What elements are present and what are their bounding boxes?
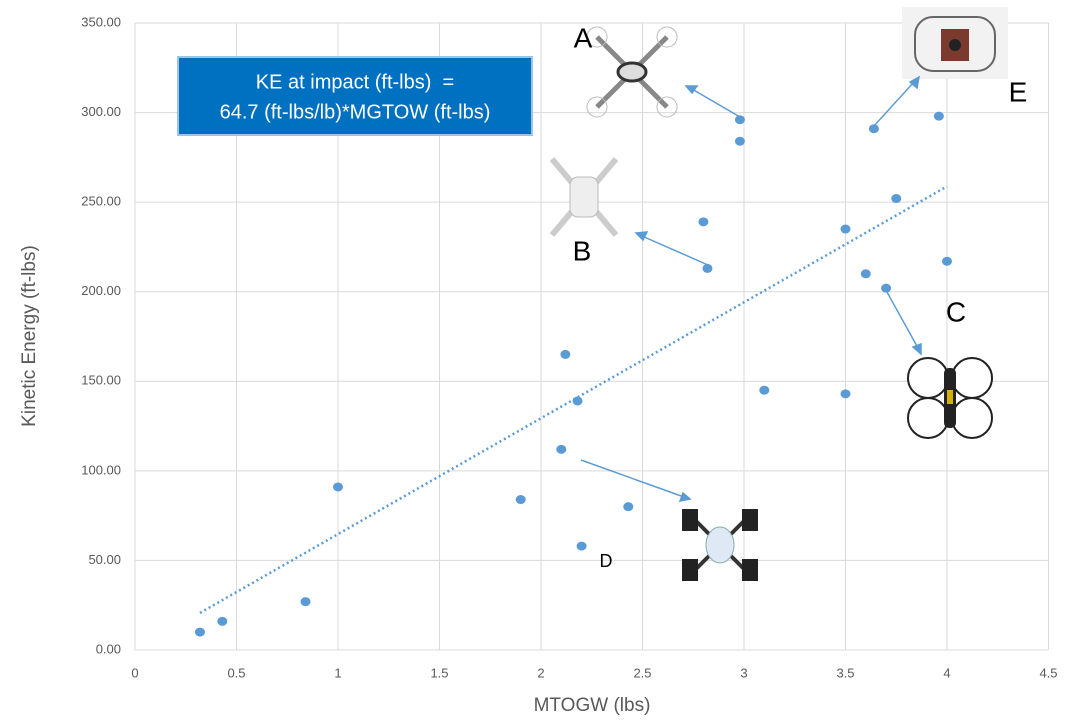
icon-d [682, 509, 758, 581]
equation-line: KE at impact (ft-lbs) = [256, 71, 454, 93]
y-tick-label: 100.00 [81, 462, 121, 477]
point [840, 224, 851, 234]
x-tick-label: 1.5 [430, 665, 448, 680]
icon-e [902, 7, 1008, 79]
equation-line: 64.7 (ft-lbs/lb)*MGTOW (ft-lbs) [220, 101, 491, 123]
y-axis-title: Kinetic Energy (ft-lbs) [19, 245, 40, 427]
point [623, 502, 634, 512]
point [576, 541, 587, 551]
y-tick-label: 150.00 [81, 373, 121, 388]
x-tick-label: 4.5 [1039, 665, 1057, 680]
point [942, 256, 952, 266]
point [759, 385, 770, 395]
point [840, 389, 851, 399]
point [194, 627, 205, 637]
x-tick-label: 3 [740, 665, 747, 680]
point [217, 616, 228, 626]
point [868, 124, 879, 134]
point [515, 495, 526, 505]
icon-a [586, 26, 678, 118]
point [734, 136, 745, 146]
annotation-label: E [1009, 76, 1028, 107]
x-tick-label: 1 [334, 665, 341, 680]
icon-c [907, 357, 993, 439]
x-tick-label: 2 [537, 665, 544, 680]
y-tick-label: 250.00 [81, 194, 121, 209]
point [933, 111, 944, 121]
x-tick-label: 0 [131, 665, 138, 680]
point [734, 115, 745, 125]
y-tick-label: 200.00 [81, 283, 121, 298]
x-tick-label: 4 [943, 665, 950, 680]
y-tick-label: 50.00 [88, 552, 121, 567]
equation-box [177, 56, 533, 136]
point [300, 597, 311, 607]
x-tick-label: 3.5 [836, 665, 854, 680]
point [556, 444, 567, 454]
point [698, 217, 709, 227]
point [572, 396, 583, 406]
annotation-label: C [946, 296, 966, 327]
arrows [580, 75, 922, 503]
y-tick-label: 0.00 [96, 641, 121, 656]
x-axis-title: MTOGW (lbs) [534, 695, 651, 716]
y-tick-label: 350.00 [81, 14, 121, 29]
x-tick-label: 2.5 [633, 665, 651, 680]
x-tick-label: 0.5 [227, 665, 245, 680]
annotation-label: A [574, 22, 593, 53]
annotation-label: D [600, 551, 613, 571]
y-tick-label: 300.00 [81, 104, 121, 119]
icon-b [549, 157, 619, 237]
point [702, 263, 713, 273]
point [560, 349, 571, 359]
point [891, 194, 902, 204]
point [860, 269, 871, 279]
point [881, 283, 892, 293]
point [333, 482, 343, 492]
annotation-label: B [573, 235, 592, 266]
